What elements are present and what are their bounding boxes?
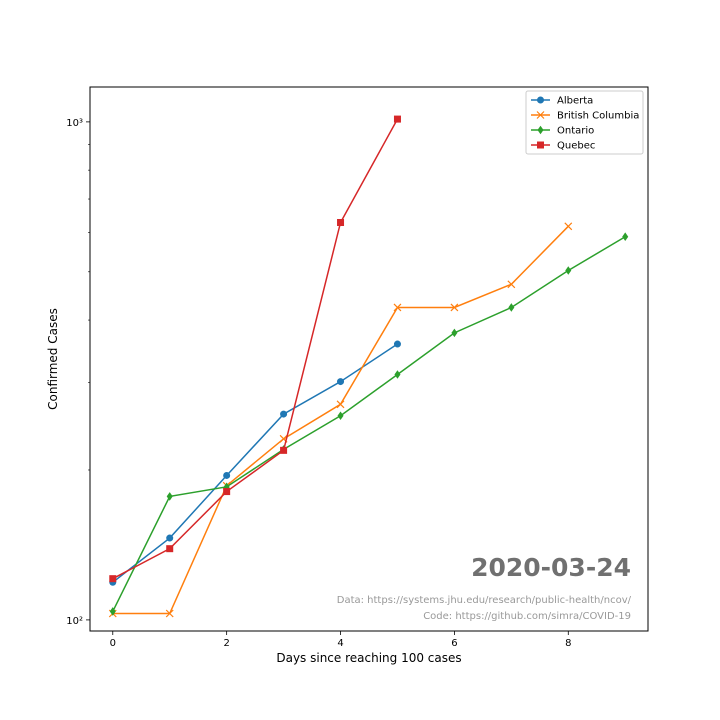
data-point-ontario [565,266,572,275]
legend-marker-ontario [537,125,544,135]
data-point-alberta [393,340,401,348]
data-point-british-columbia [450,303,459,312]
data-point-british-columbia [564,222,573,231]
data-point-ontario [223,482,230,492]
series-line-quebec [112,118,399,580]
data-point-alberta [337,378,345,386]
x-tick-label: 6 [451,638,457,649]
data-point-quebec [223,488,231,496]
legend-label-quebec: Quebec [557,141,595,152]
y-axis-label: Confirmed Cases [46,308,60,410]
legend-marker-british-columbia [536,111,545,119]
y-tick-label: 10³ [66,118,83,129]
data-source-credit: Data: https://systems.jhu.edu/research/p… [337,595,632,606]
data-point-ontario [451,328,458,338]
series-line-ontario [112,236,626,612]
plot-area [89,86,649,632]
data-point-ontario [337,411,344,421]
data-point-british-columbia [507,280,516,289]
legend-label-ontario: Ontario [557,126,594,137]
data-point-ontario [622,232,629,242]
x-tick-label: 2 [223,638,229,649]
data-point-british-columbia [393,303,402,312]
data-point-ontario [109,607,116,616]
data-point-alberta [223,471,231,479]
series-layer [108,115,629,618]
x-axis-label: Days since reaching 100 cases [276,651,461,665]
x-tick-label: 0 [110,638,116,649]
data-point-alberta [280,410,288,418]
legend: Alberta British Columbia Ontario Quebec [525,90,644,155]
code-source-credit: Code: https://github.com/simra/COVID-19 [423,611,631,622]
data-point-british-columbia [165,609,174,618]
date-stamp: 2020-03-24 [471,553,631,582]
x-tick-label: 4 [337,638,343,649]
legend-marker-alberta [537,96,544,104]
legend-box [525,90,644,155]
data-point-quebec [109,575,117,583]
legend-marker-quebec [537,141,544,149]
data-point-quebec [337,219,345,227]
data-point-quebec [280,446,288,454]
data-point-quebec [166,545,174,553]
y-tick-label: 10² [66,616,83,627]
data-point-ontario [394,370,401,379]
data-point-alberta [166,534,174,542]
series-line-alberta [112,343,398,583]
data-point-ontario [166,492,173,501]
legend-label-british-columbia: British Columbia [557,111,639,122]
data-point-british-columbia [336,400,345,409]
x-tick-label: 8 [565,638,571,649]
data-point-quebec [393,115,401,123]
axes: 0 2 4 6 8 10² 10³ [66,118,571,649]
data-point-ontario [508,303,515,312]
legend-label-alberta: Alberta [557,96,593,107]
